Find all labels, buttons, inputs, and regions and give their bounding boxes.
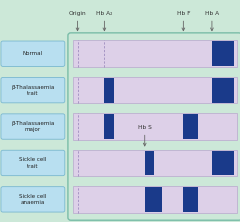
Text: Normal: Normal	[23, 51, 43, 56]
Bar	[104, 114, 114, 139]
Bar	[73, 186, 237, 213]
Bar	[212, 78, 234, 103]
FancyBboxPatch shape	[68, 33, 240, 220]
Text: Hb A: Hb A	[205, 10, 219, 31]
Bar	[183, 187, 198, 212]
FancyBboxPatch shape	[1, 150, 65, 176]
Bar	[73, 77, 237, 103]
Text: Hb F: Hb F	[177, 10, 190, 31]
Bar	[183, 114, 198, 139]
Text: Sickle cell
anaemia: Sickle cell anaemia	[19, 194, 47, 205]
Bar	[145, 187, 162, 212]
Text: Hb A₂: Hb A₂	[96, 10, 113, 31]
FancyBboxPatch shape	[1, 114, 65, 139]
FancyBboxPatch shape	[1, 77, 65, 103]
Bar	[73, 150, 237, 176]
Bar	[212, 41, 234, 66]
Text: β-Thalassaemia
trait: β-Thalassaemia trait	[11, 85, 54, 96]
Bar	[212, 151, 234, 175]
Text: Origin: Origin	[69, 10, 86, 31]
Text: Hb S: Hb S	[138, 125, 152, 146]
Bar	[104, 78, 114, 103]
FancyBboxPatch shape	[1, 41, 65, 66]
FancyBboxPatch shape	[1, 187, 65, 212]
Bar	[73, 113, 237, 140]
Bar	[73, 40, 237, 67]
Bar	[145, 151, 154, 175]
Text: Sickle cell
trait: Sickle cell trait	[19, 157, 47, 168]
Text: β-Thalassaemia
major: β-Thalassaemia major	[11, 121, 54, 132]
